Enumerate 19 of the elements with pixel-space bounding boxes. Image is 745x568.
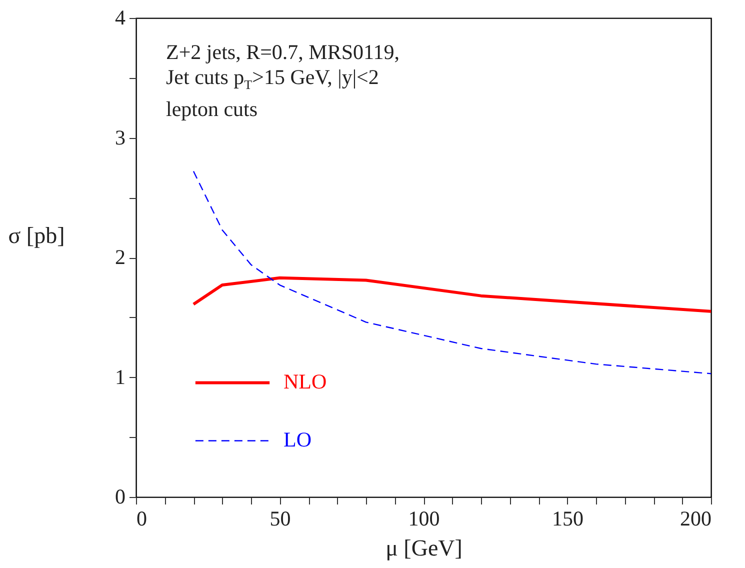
x-tick-label: 150 [552,506,584,530]
x-axis-title: μ [GeV] [386,536,462,560]
line-series [192,276,711,313]
legend-label: NLO [284,370,327,394]
y-tick-label: 1 [115,364,126,389]
x-tick-label: 200 [680,506,712,530]
x-tick-label: 0 [136,506,147,530]
y-tick-label: 0 [115,484,126,508]
line-series [192,170,711,374]
x-tick-label: 100 [408,506,440,530]
x-tick-label: 50 [270,506,291,530]
annotation: lepton cuts [166,97,259,122]
annotation: Z+2 jets, R=0.7, MRS0119, [166,40,400,65]
y-tick-label: 3 [115,125,126,150]
y-tick-label: 4 [115,6,126,30]
annotation: Jet cuts p$_{T}$>15 GeV, |y|<2 [166,65,380,94]
y-tick-label: 2 [115,245,126,269]
y-axis-title: σ [pb] [8,223,65,248]
legend-label: LO [284,428,312,452]
